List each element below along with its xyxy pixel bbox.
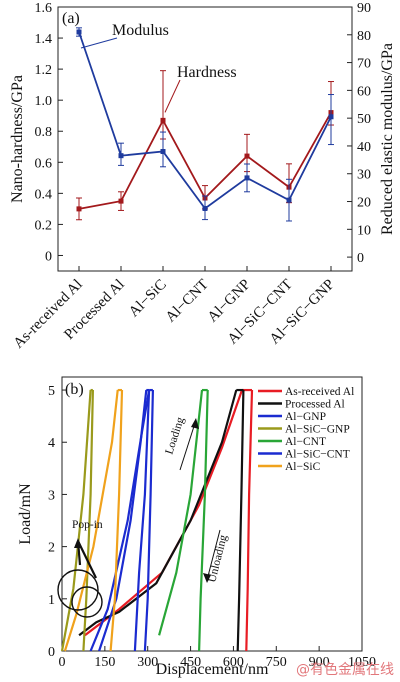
- y-tick-label: 3: [48, 488, 55, 503]
- y-axis-label: Nano-hardness/GPa: [9, 75, 26, 203]
- x-tick-label: 600: [223, 655, 244, 670]
- data-point: [160, 117, 166, 123]
- popin-arrowhead: [74, 538, 82, 548]
- legend-label: Al−SiC: [285, 461, 321, 473]
- series-label-hardness: Hardness: [177, 64, 237, 81]
- panel-label: (b): [65, 381, 84, 398]
- data-point: [118, 153, 124, 159]
- x-tick-label: 900: [309, 655, 330, 670]
- y-tick-label: 4: [48, 436, 55, 451]
- data-point: [118, 198, 124, 204]
- y-tick-label: 0: [48, 645, 55, 660]
- x-tick-label: 300: [137, 655, 158, 670]
- data-point: [328, 114, 334, 120]
- plot-frame: [61, 376, 363, 652]
- y-tick-label: 0.2: [35, 218, 53, 233]
- plot-frame: [57, 6, 353, 272]
- x-tick-label: 750: [266, 655, 287, 670]
- hardness-leader: [164, 79, 181, 113]
- y-tick-label: 2: [48, 541, 55, 556]
- unloading-arrowhead: [203, 573, 211, 583]
- data-point: [244, 153, 250, 159]
- data-point: [286, 197, 292, 203]
- x-axis-label: Displacement/nm: [156, 661, 269, 678]
- popin-circle: [71, 586, 103, 618]
- loading-arrowhead: [191, 418, 199, 429]
- series-label-modulus: Modulus: [112, 22, 169, 39]
- unloading-curve: [236, 389, 245, 652]
- loading-curve: [158, 389, 204, 636]
- legend-label: Al−GNP: [285, 411, 326, 423]
- y2-tick-label: 50: [357, 112, 371, 127]
- y-tick-label: 0.4: [35, 187, 53, 202]
- loading-label: Loading: [163, 416, 186, 456]
- legend-label: Al−CNT: [285, 436, 326, 448]
- panel-a-hardness-modulus-chart: 0 0.2 0.4 0.6 0.8 1.0 1.2 1.4 1.6 0 10 20 30 40 50 60 70…: [9, 1, 396, 352]
- series-line: [78, 31, 332, 210]
- data-point: [244, 175, 250, 181]
- popin-circle: [57, 569, 99, 611]
- unloading-curve: [82, 389, 94, 652]
- unloading-curve: [109, 389, 124, 652]
- unloading-curve: [245, 389, 254, 652]
- y-tick-label: 1.0: [35, 94, 53, 109]
- x-tick-label: 1050: [348, 655, 376, 670]
- data-point: [160, 149, 166, 155]
- x-tick-label: 450: [180, 655, 201, 670]
- unloading-curve: [143, 389, 154, 652]
- data-point: [76, 206, 82, 212]
- x-tick-label: 150: [94, 655, 115, 670]
- x-tick-label: Al−CNT: [163, 277, 212, 326]
- loading-curve: [84, 389, 244, 637]
- loading-curve: [89, 389, 151, 652]
- x-tick-label: 0: [59, 655, 66, 670]
- y2-tick-label: 70: [357, 57, 371, 72]
- panel-label: (a): [62, 10, 80, 27]
- y2-tick-label: 60: [357, 84, 371, 99]
- panel-b-load-displacement-chart: 0 150 300 450 600 750 900 1050 0 1 2 3 4 5 Displacemen…: [17, 376, 376, 678]
- y2-tick-label: 80: [357, 29, 371, 44]
- y-tick-label: 1.2: [35, 63, 53, 78]
- data-point: [76, 29, 82, 35]
- unloading-curve: [198, 389, 209, 652]
- y-tick-label: 5: [48, 384, 55, 399]
- y-axis-label: Load/mN: [17, 483, 34, 545]
- y2-axis-label: Reduced elastic modulus/GPa: [379, 43, 396, 235]
- unloading-curve: [133, 389, 151, 652]
- y2-tick-label: 30: [357, 168, 371, 183]
- loading-curve: [78, 389, 238, 637]
- unloading-label: Unloading: [206, 533, 229, 583]
- watermark: @有色金属在线: [296, 661, 394, 678]
- y-tick-label: 1.6: [35, 1, 53, 16]
- y2-tick-label: 20: [357, 196, 371, 211]
- modulus-leader: [80, 37, 118, 49]
- y2-tick-label: 90: [357, 1, 371, 16]
- unloading-arrow: [206, 529, 221, 581]
- y2-tick-label: 0: [357, 251, 364, 266]
- y2-tick-label: 10: [357, 223, 371, 238]
- popin-label: Pop-in: [72, 519, 103, 531]
- loading-arrow: [179, 419, 197, 471]
- legend-label: As-received Al: [285, 386, 354, 398]
- y-tick-label: 0.6: [35, 156, 53, 171]
- y-tick-label: 1: [48, 593, 55, 608]
- data-point: [202, 205, 208, 211]
- loading-curve: [63, 389, 119, 652]
- y-tick-label: 0: [45, 249, 52, 264]
- legend-label: Al−SiC−GNP: [285, 424, 350, 436]
- legend-label: Processed Al: [285, 399, 345, 411]
- y-tick-label: 0.8: [35, 125, 53, 140]
- y2-tick-label: 40: [357, 140, 371, 155]
- legend-label: Al−SiC−CNT: [285, 449, 350, 461]
- y-tick-label: 1.4: [35, 32, 53, 47]
